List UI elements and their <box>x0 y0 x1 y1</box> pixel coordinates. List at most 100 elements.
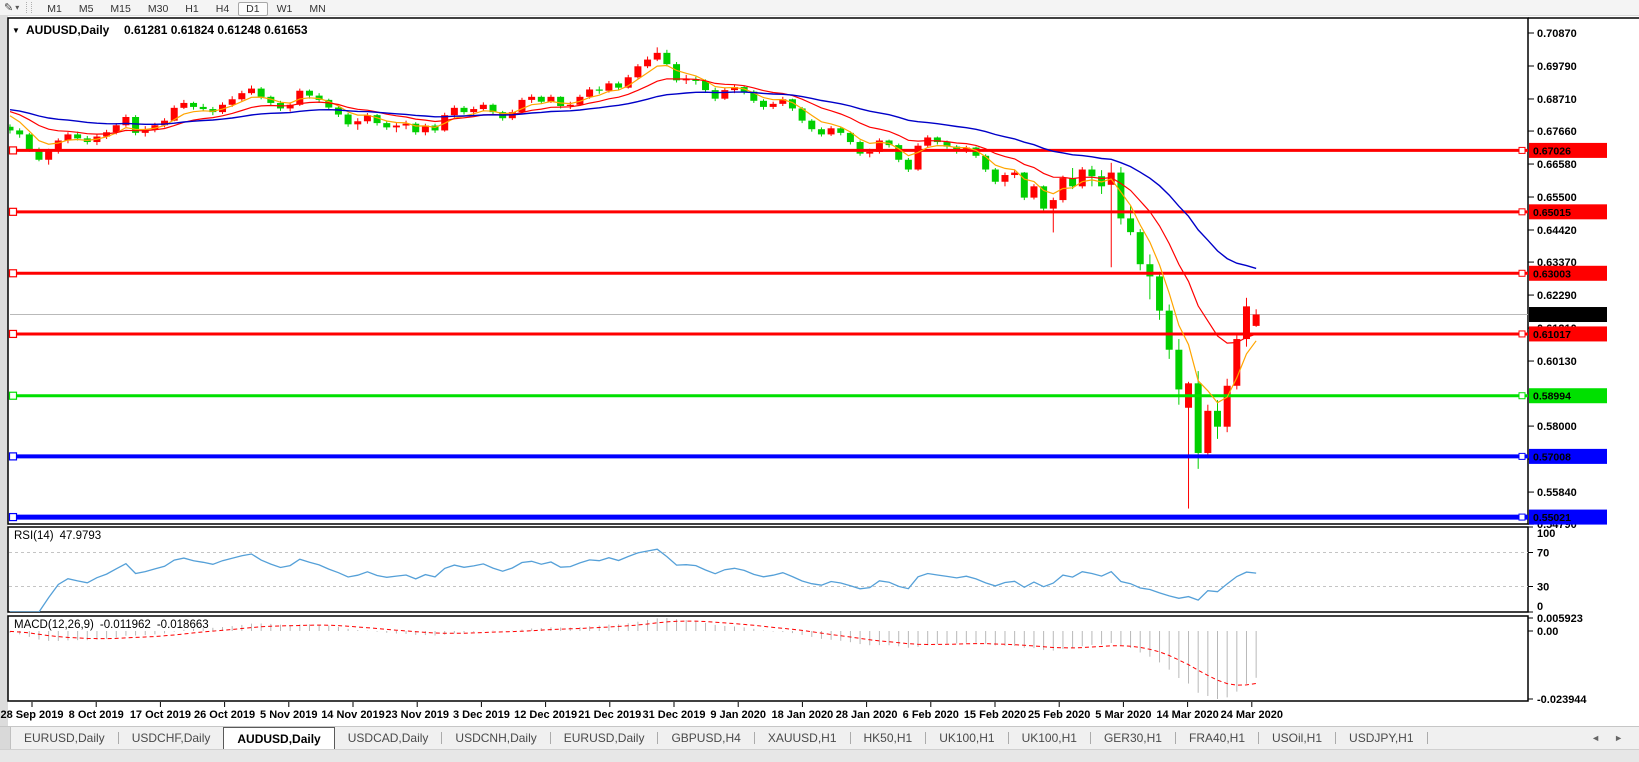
line-price-badge-text: 0.58994 <box>1533 391 1571 403</box>
ma-slow-line <box>9 91 1257 270</box>
line-price-badge <box>1529 388 1607 404</box>
tab-scroll-right-icon[interactable]: ► <box>1614 733 1623 743</box>
time-axis-label: 28 Sep 2019 <box>1 709 64 721</box>
line-price-badge <box>1529 204 1607 220</box>
chart-tab-fra40-h1[interactable]: FRA40,H1 <box>1188 731 1246 745</box>
time-axis-label: 23 Nov 2019 <box>385 709 449 721</box>
line-left-handle[interactable] <box>8 329 18 339</box>
price-axis-label: 0.68710 <box>1537 94 1577 106</box>
line-price-badge <box>1529 265 1607 281</box>
line-price-badge-text: 0.67026 <box>1533 145 1571 157</box>
timeframe-button-h4[interactable]: H4 <box>215 2 230 15</box>
tab-divider <box>1426 732 1428 744</box>
chart-tab-usdjpy-h1[interactable]: USDJPY,H1 <box>1349 731 1414 745</box>
timeframe-toolbar: M1 M5 M15 M30 H1 H4 D1 W1 MN <box>39 0 334 17</box>
line-left-handle[interactable] <box>8 207 18 216</box>
line-left-handle[interactable] <box>8 391 18 400</box>
macd-axis-label: 0.00 <box>1537 626 1558 638</box>
line-price-badge-text: 0.61017 <box>1533 329 1571 341</box>
timeframe-button-w1[interactable]: W1 <box>276 2 293 15</box>
candlestick-series <box>9 47 1260 509</box>
current-price-badge <box>1529 307 1607 323</box>
price-axis[interactable]: 0.70870 0.69790 0.68710 0.67660 0.66580 0.655… <box>1528 28 1577 531</box>
line-right-handle[interactable] <box>1518 330 1526 338</box>
current-price-badge-text: 0.61653 <box>1533 310 1571 322</box>
rsi-axis-label: 100 <box>1537 528 1555 540</box>
line-left-handle[interactable] <box>8 146 18 155</box>
line-price-badge-text: 0.55021 <box>1533 512 1571 524</box>
line-left-handle[interactable] <box>8 512 18 522</box>
macd-axis-label: 0.005923 <box>1537 613 1583 625</box>
tab-divider <box>1007 732 1009 744</box>
price-axis-label: 0.55840 <box>1537 487 1577 499</box>
line-right-handle[interactable] <box>1518 146 1526 154</box>
chart-window: 0.70870 0.69790 0.68710 0.67660 0.66580 0.655… <box>0 16 1639 726</box>
chart-tab-eurusd-daily[interactable]: EURUSD,Daily <box>563 731 645 745</box>
price-axis-label: 0.70870 <box>1537 28 1577 40</box>
chart-tab-usdcad-daily[interactable]: USDCAD,Daily <box>347 731 429 745</box>
timeframe-button-h1[interactable]: H1 <box>185 2 199 15</box>
rsi-axis-label: 0 <box>1537 601 1543 613</box>
timeframe-button-m15[interactable]: M15 <box>110 2 131 15</box>
tab-divider <box>849 732 851 744</box>
price-axis-label: 0.64420 <box>1537 225 1577 237</box>
line-right-handle[interactable] <box>1518 392 1526 400</box>
window-left-edge[interactable] <box>0 16 8 726</box>
chart-title-symbol: AUDUSD,Daily <box>26 23 110 37</box>
time-axis-label: 15 Feb 2020 <box>964 709 1026 721</box>
chart-tab-xauusd-h1[interactable]: XAUUSD,H1 <box>767 731 837 745</box>
price-axis-label: 0.60130 <box>1537 356 1577 368</box>
time-axis-label: 24 Mar 2020 <box>1221 709 1283 721</box>
chart-tab-gbpusd-h4[interactable]: GBPUSD,H4 <box>671 731 741 745</box>
line-left-handle[interactable] <box>8 452 18 461</box>
timeframe-button-m30[interactable]: M30 <box>147 2 169 15</box>
chart-tab-uk100-h1[interactable]: UK100,H1 <box>939 731 995 745</box>
tab-scroll-nav: ◄ ► <box>1591 727 1639 749</box>
line-right-handle[interactable] <box>1518 208 1526 216</box>
ma-fast-line <box>9 64 1257 404</box>
price-axis-label: 0.67660 <box>1537 126 1577 138</box>
toolbar-grip <box>26 2 33 13</box>
timeframe-button-mn[interactable]: MN <box>309 2 326 15</box>
tab-divider <box>1258 732 1260 744</box>
time-axis-label: 9 Jan 2020 <box>710 709 766 721</box>
timeframe-button-m5[interactable]: M5 <box>78 2 94 15</box>
time-axis-label: 14 Nov 2019 <box>321 709 385 721</box>
time-axis-label: 8 Oct 2019 <box>69 709 124 721</box>
time-axis-label: 5 Nov 2019 <box>260 709 317 721</box>
timeframe-button-m1[interactable]: M1 <box>47 2 62 15</box>
tab-divider <box>1335 732 1337 744</box>
chevron-down-icon[interactable]: ▾ <box>15 3 20 12</box>
tab-divider <box>549 732 551 744</box>
chart-tab-ger30-h1[interactable]: GER30,H1 <box>1103 731 1162 745</box>
status-strip <box>0 749 1639 762</box>
chart-tab-uk100-h1[interactable]: UK100,H1 <box>1021 731 1077 745</box>
chart-tab-usdcnh-daily[interactable]: USDCNH,Daily <box>455 731 537 745</box>
rsi-pane[interactable] <box>7 526 1529 613</box>
line-left-handle[interactable] <box>8 269 18 278</box>
tab-scroll-left-icon[interactable]: ◄ <box>1591 733 1601 743</box>
drawing-tool-icon[interactable]: ✎ <box>4 1 14 14</box>
line-right-handle[interactable] <box>1518 269 1526 277</box>
time-axis[interactable]: 28 Sep 2019 8 Oct 2019 17 Oct 2019 26 Oct 2… <box>1 702 1283 721</box>
chart-tab-hk50-h1[interactable]: HK50,H1 <box>863 731 913 745</box>
time-axis-label: 26 Oct 2019 <box>194 709 255 721</box>
rsi-label: RSI(14) 47.9793 <box>14 530 101 542</box>
chart-tabs: EURUSD,Daily USDCHF,Daily AUDUSD,Daily USDC… <box>11 727 1428 749</box>
chart-tab-usdchf-daily[interactable]: USDCHF,Daily <box>131 731 211 745</box>
chart-menu-arrow-icon[interactable]: ▼ <box>12 26 20 35</box>
chart-tab-eurusd-daily[interactable]: EURUSD,Daily <box>24 731 105 745</box>
chart-tab-usoil-h1[interactable]: USOil,H1 <box>1272 731 1323 745</box>
line-right-handle[interactable] <box>1518 452 1526 460</box>
tabbar-stub <box>0 727 11 749</box>
tab-divider <box>441 732 443 744</box>
macd-signal-value: -0.018663 <box>157 619 209 631</box>
line-right-handle[interactable] <box>1518 513 1526 521</box>
macd-main-value: -0.011962 <box>100 619 151 631</box>
main-price-pane[interactable] <box>7 17 1529 525</box>
timeframe-button-d1[interactable]: D1 <box>238 1 268 16</box>
time-axis-label: 3 Dec 2019 <box>453 709 510 721</box>
line-price-badge <box>1529 326 1607 342</box>
chart-tab-audusd-daily[interactable]: AUDUSD,Daily <box>223 727 335 749</box>
